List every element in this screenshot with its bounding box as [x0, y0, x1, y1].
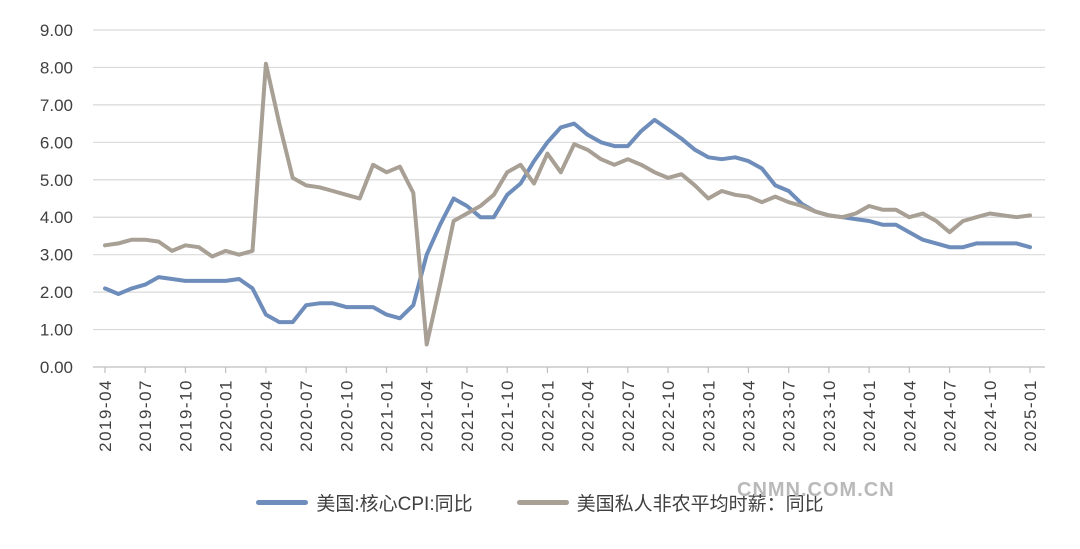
x-axis-tick-label: 2019-07 [136, 379, 155, 452]
x-axis-tick-label: 2021-04 [418, 379, 437, 452]
x-axis-tick-label: 2023-07 [780, 379, 799, 452]
x-axis-tick-label: 2022-04 [579, 379, 598, 452]
y-axis-tick-label: 5.00 [40, 171, 73, 190]
series-line-wage [103, 61, 1032, 347]
legend-marker-core-cpi-line [256, 499, 309, 505]
y-axis-tick-label: 1.00 [40, 321, 73, 340]
x-axis-tick-label: 2025-01 [1021, 379, 1040, 452]
legend-item-core-cpi[interactable]: 美国:核心CPI:同比 [256, 489, 473, 516]
y-axis-tick-label: 7.00 [40, 96, 73, 115]
x-axis-tick-label: 2021-10 [498, 379, 517, 452]
x-axis-tick-label: 2024-10 [981, 379, 1000, 452]
x-axis-tick-label: 2020-04 [257, 379, 276, 452]
series-line-core-cpi [103, 117, 1032, 325]
legend-marker-wage-line [516, 499, 569, 505]
x-axis-tick-label: 2022-01 [538, 379, 557, 452]
line-chart-svg: 0.00 1.00 2.00 3.00 4.00 5.00 6.00 7.00 8.00 9.00… [40, 21, 1045, 452]
legend-label-core-cpi: 美国:核心CPI:同比 [316, 493, 473, 515]
x-axis-tick-label: 2020-01 [217, 379, 236, 452]
x-axis-tick-label: 2023-01 [699, 379, 718, 452]
x-axis-tick-label: 2020-07 [297, 379, 316, 452]
y-axis-tick-label: 8.00 [40, 58, 73, 77]
x-axis-tick-label: 2023-04 [739, 379, 758, 452]
y-axis-tick-label: 2.00 [40, 283, 73, 302]
y-axis-tick-label: 9.00 [40, 21, 73, 40]
y-axis-tick-label: 4.00 [40, 208, 73, 227]
x-axis-tick-label: 2021-01 [378, 379, 397, 452]
y-axis-tick-label: 0.00 [40, 358, 73, 377]
x-axis-tick-label: 2020-10 [337, 379, 356, 452]
legend: 美国:核心CPI:同比 美国私人非农平均时薪：同比 [0, 484, 1080, 520]
y-axis-tick-label: 6.00 [40, 133, 73, 152]
x-axis-tick-label: 2022-07 [619, 379, 638, 452]
x-axis-tick-label: 2019-04 [96, 379, 115, 452]
x-axis-tick-label: 2019-10 [176, 379, 195, 452]
x-axis-tick-label: 2024-04 [900, 379, 919, 452]
y-axis-tick-label: 3.00 [40, 246, 73, 265]
x-axis-tick-label: 2023-10 [820, 379, 839, 452]
x-axis-tick-label: 2024-01 [860, 379, 879, 452]
x-axis-tick-label: 2024-07 [941, 379, 960, 452]
legend-item-wage[interactable]: 美国私人非农平均时薪：同比 [516, 489, 824, 516]
x-axis-tick-label: 2021-07 [458, 379, 477, 452]
x-axis-tick-label: 2022-10 [659, 379, 678, 452]
legend-label-wage: 美国私人非农平均时薪：同比 [576, 493, 824, 515]
